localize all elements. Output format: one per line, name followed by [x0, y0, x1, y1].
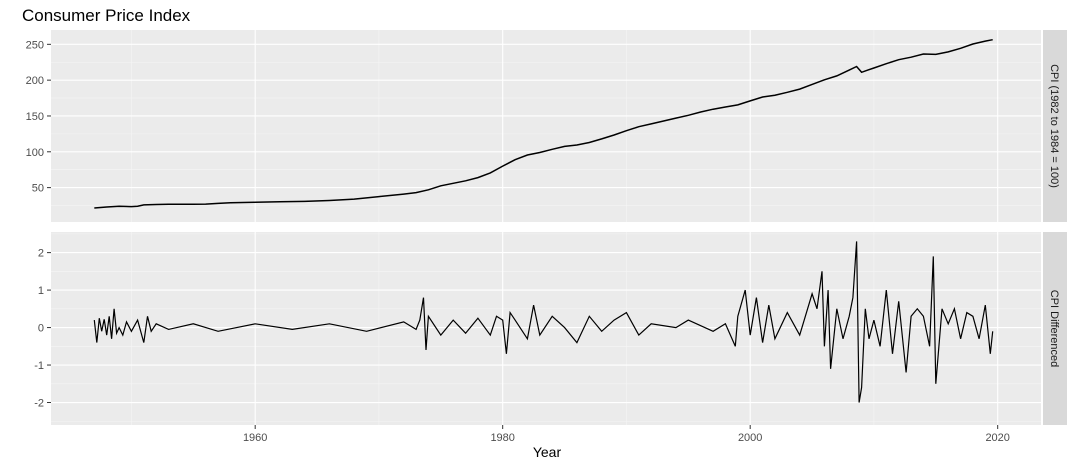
cpi-differenced-line [93, 241, 994, 403]
cpi-level-panel: 50 100 150 200 250 CPI (1982 to 1984 = 100) [26, 30, 1067, 222]
cpi-level-line [94, 38, 993, 209]
chart-title: Consumer Price Index [22, 6, 191, 25]
y-tick-label: 0 [38, 323, 44, 335]
x-axis-title: Year [533, 444, 562, 460]
y-tick-label: 150 [26, 111, 44, 123]
y-tick-label: 100 [26, 147, 44, 159]
cpi-level-strip-label: CPI (1982 to 1984 = 100) [1048, 64, 1060, 188]
cpi-differenced-strip-label: CPI Differenced [1048, 290, 1060, 367]
y-tick-label: 2 [38, 248, 44, 260]
cpi-differenced-y-ticks: -2 -1 0 1 2 [34, 248, 51, 410]
cpi-level-panel-background [51, 30, 1041, 222]
cpi-differenced-strip [1043, 232, 1067, 425]
cpi-differenced-panel: -2 -1 0 1 2 CPI Differenced [34, 232, 1067, 425]
y-tick-label: 50 [32, 183, 44, 195]
x-tick-label: 1980 [490, 432, 514, 444]
y-tick-label: 1 [38, 285, 44, 297]
x-axis-ticks: 1960 1980 2000 2020 [243, 425, 1010, 444]
cpi-level-grid [51, 30, 1041, 222]
y-tick-label: -2 [34, 398, 44, 410]
y-tick-label: 250 [26, 39, 44, 51]
cpi-level-y-ticks: 50 100 150 200 250 [26, 39, 51, 195]
x-tick-label: 2020 [985, 432, 1009, 444]
cpi-differenced-grid [51, 232, 1041, 425]
y-tick-label: 200 [26, 75, 44, 87]
cpi-level-strip [1043, 30, 1067, 222]
x-tick-label: 2000 [738, 432, 762, 444]
cpi-differenced-panel-background [51, 232, 1041, 425]
y-tick-label: -1 [34, 360, 44, 372]
x-tick-label: 1960 [243, 432, 267, 444]
